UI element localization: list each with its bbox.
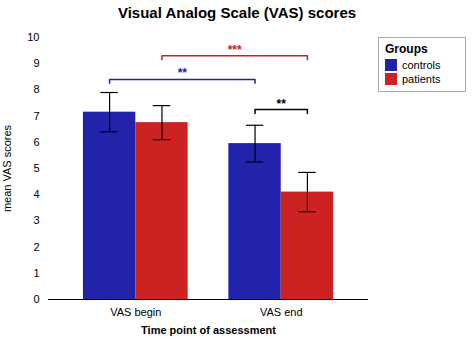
svg-text:VAS end: VAS end (260, 306, 303, 318)
html-text:patients: patients (402, 73, 441, 85)
svg-text:**: ** (277, 97, 287, 111)
svg-text:10: 10 (27, 31, 39, 43)
html-text:Visual Analog Scale (VAS) scor: Visual Analog Scale (VAS) scores (117, 4, 357, 21)
svg-text:0: 0 (33, 293, 39, 305)
svg-text:9: 9 (33, 57, 39, 69)
svg-text:6: 6 (33, 136, 39, 148)
svg-text:4: 4 (33, 188, 39, 200)
svg-text:mean VAS scores: mean VAS scores (1, 124, 13, 212)
html-text:controls: controls (402, 59, 441, 71)
svg-text:8: 8 (33, 83, 39, 95)
svg-text:VAS begin: VAS begin (110, 306, 161, 318)
svg-text:1: 1 (33, 267, 39, 279)
svg-text:**: ** (178, 66, 188, 80)
svg-text:3: 3 (33, 214, 39, 226)
html-text:Groups: Groups (385, 42, 428, 56)
svg-text:2: 2 (33, 241, 39, 253)
svg-text:Time point of assessment: Time point of assessment (141, 324, 276, 336)
svg-text:5: 5 (33, 162, 39, 174)
svg-text:7: 7 (33, 110, 39, 122)
svg-text:***: *** (228, 43, 242, 57)
